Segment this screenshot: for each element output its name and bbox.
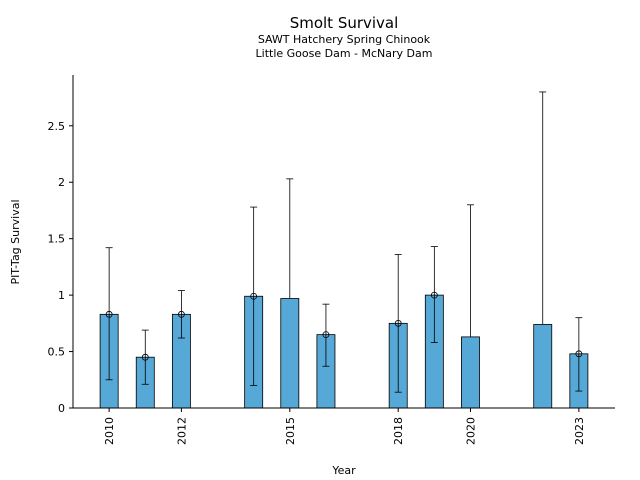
y-tick-label: 0 (58, 402, 65, 415)
x-axis-label: Year (331, 464, 356, 477)
bar-2020 (461, 336, 480, 409)
error-bars-group (105, 91, 583, 393)
x-ticks-group: 2010 2012 2015 2018 2020 2023 (103, 408, 586, 445)
y-tick-label: 1.5 (48, 233, 66, 246)
x-tick-label: 2023 (573, 417, 586, 445)
bar-2015 (280, 298, 300, 409)
point-2019 (430, 291, 438, 299)
y-tick-label: 2 (58, 176, 65, 189)
point-2012 (177, 310, 185, 318)
x-tick-label: 2018 (392, 417, 405, 445)
point-2018 (394, 319, 402, 327)
y-tick-label: 1 (58, 289, 65, 302)
chart-subtitle-line-1: SAWT Hatchery Spring Chinook (258, 33, 431, 46)
x-tick-label: 2012 (175, 417, 188, 445)
x-tick-label: 2010 (103, 417, 116, 445)
point-2011 (141, 353, 149, 361)
chart-title: Smolt Survival (290, 14, 399, 32)
point-2016 (322, 331, 330, 339)
y-tick-label: 0.5 (48, 346, 66, 359)
point-2010 (105, 310, 113, 318)
point-2014 (250, 292, 258, 300)
bar-2022 (533, 324, 553, 409)
bars-group (99, 294, 589, 409)
x-tick-label: 2020 (464, 417, 477, 445)
points-group (105, 291, 583, 361)
point-2023 (575, 350, 583, 358)
x-tick-label: 2015 (284, 417, 297, 445)
y-axis-label: PIT-Tag Survival (9, 199, 22, 284)
y-tick-label: 2.5 (48, 120, 66, 133)
y-ticks-group: 0 0.5 1 1.5 2 2.5 (48, 120, 73, 415)
chart-subtitle-line-2: Little Goose Dam - McNary Dam (256, 47, 433, 60)
